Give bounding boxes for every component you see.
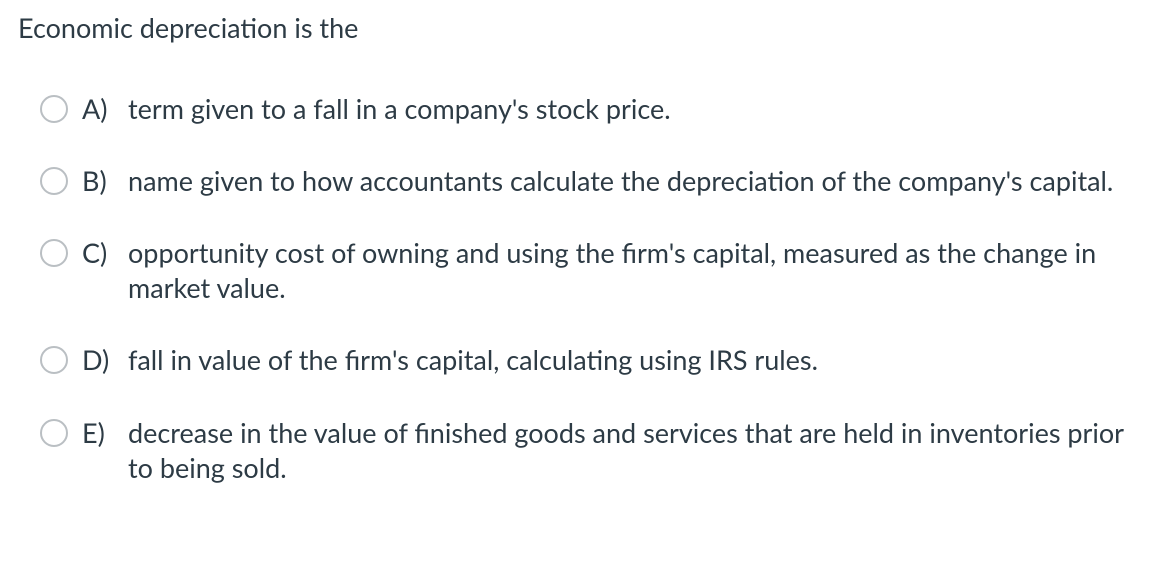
quiz-container: Economic depreciation is the A) term giv…: [0, 0, 1170, 485]
question-text: Economic depreciation is the: [18, 10, 1152, 45]
options-list: A) term given to a fall in a company's s…: [18, 91, 1152, 485]
option-letter: A): [82, 91, 118, 126]
option-d[interactable]: D) fall in value of the firm's capital, …: [40, 342, 1152, 377]
option-letter: C): [82, 235, 118, 270]
option-e[interactable]: E) decrease in the value of finished goo…: [40, 415, 1152, 485]
radio-b[interactable]: [40, 167, 68, 195]
radio-e[interactable]: [40, 419, 68, 447]
option-b[interactable]: B) name given to how accountants calcula…: [40, 163, 1152, 198]
radio-c[interactable]: [40, 239, 68, 267]
option-text: decrease in the value of finished goods …: [128, 415, 1152, 485]
option-letter: D): [82, 342, 118, 377]
option-c[interactable]: C) opportunity cost of owning and using …: [40, 235, 1152, 305]
option-letter: E): [82, 415, 118, 450]
option-text: fall in value of the firm's capital, cal…: [128, 342, 818, 377]
radio-d[interactable]: [40, 346, 68, 374]
option-a[interactable]: A) term given to a fall in a company's s…: [40, 91, 1152, 126]
option-letter: B): [82, 163, 118, 198]
option-text: term given to a fall in a company's stoc…: [128, 91, 671, 126]
option-text: name given to how accountants calculate …: [128, 163, 1113, 198]
option-text: opportunity cost of owning and using the…: [128, 235, 1152, 305]
radio-a[interactable]: [40, 95, 68, 123]
